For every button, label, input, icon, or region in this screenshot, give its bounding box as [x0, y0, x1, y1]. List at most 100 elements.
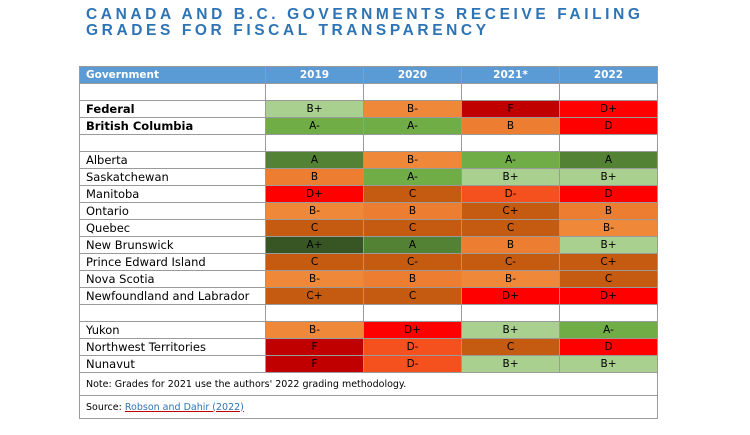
- table-row: Ontario B- B C+ B: [79, 202, 658, 220]
- grade-cell: A+: [265, 236, 364, 254]
- grade-cell: C: [363, 185, 462, 203]
- government-name: Yukon: [79, 321, 266, 339]
- source-label: Source:: [86, 401, 125, 413]
- government-name: Alberta: [79, 151, 266, 169]
- spacer-cell: [559, 134, 658, 152]
- government-name: Manitoba: [79, 185, 266, 203]
- grade-cell: C+: [559, 253, 658, 271]
- government-name: Northwest Territories: [79, 338, 266, 356]
- grade-cell: C-: [461, 253, 560, 271]
- spacer-cell: [79, 83, 266, 101]
- grade-cell: D+: [559, 287, 658, 305]
- spacer-cell: [265, 134, 364, 152]
- government-name: Nova Scotia: [79, 270, 266, 288]
- grade-cell: D+: [265, 185, 364, 203]
- table-header-row: Government 2019 2020 2021* 2022: [79, 66, 658, 84]
- grade-cell: B: [461, 117, 560, 135]
- grade-cell: A: [265, 151, 364, 169]
- grade-cell: A-: [461, 151, 560, 169]
- note-row: Note: Grades for 2021 use the authors' 2…: [79, 372, 658, 396]
- spacer-cell: [363, 134, 462, 152]
- grade-cell: C: [363, 219, 462, 237]
- spacer-cell: [461, 304, 560, 322]
- spacer-row: [79, 134, 658, 152]
- grade-cell: B+: [461, 321, 560, 339]
- table-row: Newfoundland and Labrador C+ C D+ D+: [79, 287, 658, 305]
- table-row: British Columbia A- A- B D: [79, 117, 658, 135]
- grade-cell: B+: [559, 355, 658, 373]
- grade-cell: D+: [559, 100, 658, 118]
- grade-cell: B-: [265, 202, 364, 220]
- spacer-cell: [265, 83, 364, 101]
- grade-cell: B+: [559, 168, 658, 186]
- government-name: Saskatchewan: [79, 168, 266, 186]
- table-row: Northwest Territories F D- C D: [79, 338, 658, 356]
- grade-cell: B-: [363, 100, 462, 118]
- government-name: British Columbia: [79, 117, 266, 135]
- spacer-cell: [461, 83, 560, 101]
- government-name: Federal: [79, 100, 266, 118]
- spacer-cell: [559, 83, 658, 101]
- table-row: Yukon B- D+ B+ A-: [79, 321, 658, 339]
- grade-cell: B+: [265, 100, 364, 118]
- grade-cell: D: [559, 338, 658, 356]
- government-name: Prince Edward Island: [79, 253, 266, 271]
- government-name: Ontario: [79, 202, 266, 220]
- grade-cell: B+: [461, 168, 560, 186]
- grade-cell: C-: [363, 253, 462, 271]
- title-line-1: CANADA AND B.C. GOVERNMENTS RECEIVE FAIL…: [86, 6, 644, 23]
- grade-cell: C: [265, 253, 364, 271]
- spacer-row: [79, 304, 658, 322]
- grade-cell: A: [559, 151, 658, 169]
- header-2021: 2021*: [461, 66, 560, 84]
- spacer-cell: [265, 304, 364, 322]
- grade-cell: A: [363, 236, 462, 254]
- grade-cell: B: [265, 168, 364, 186]
- table-row: Federal B+ B- F D+: [79, 100, 658, 118]
- grade-cell: B+: [559, 236, 658, 254]
- title-line-2: GRADES FOR FISCAL TRANSPARENCY: [86, 22, 490, 39]
- grade-cell: D-: [363, 355, 462, 373]
- spacer-cell: [363, 83, 462, 101]
- grades-table: Government 2019 2020 2021* 2022 Federal B…: [79, 66, 658, 419]
- source-cell: Source: Robson and Dahir (2022): [79, 395, 658, 419]
- spacer-cell: [461, 134, 560, 152]
- grade-cell: F: [265, 355, 364, 373]
- grade-cell: C+: [265, 287, 364, 305]
- header-2022: 2022: [559, 66, 658, 84]
- grade-cell: D-: [363, 338, 462, 356]
- source-link[interactable]: Robson and Dahir (2022): [124, 401, 244, 413]
- table-row: Saskatchewan B A- B+ B+: [79, 168, 658, 186]
- grade-cell: D+: [461, 287, 560, 305]
- grade-cell: C: [461, 219, 560, 237]
- note-text: Note: Grades for 2021 use the authors' 2…: [79, 372, 658, 396]
- grade-cell: B-: [265, 321, 364, 339]
- grade-cell: B-: [363, 151, 462, 169]
- header-government: Government: [79, 66, 266, 84]
- government-name: Newfoundland and Labrador: [79, 287, 266, 305]
- grade-cell: F: [265, 338, 364, 356]
- table-row: Quebec C C C B-: [79, 219, 658, 237]
- spacer-cell: [363, 304, 462, 322]
- grade-cell: B-: [559, 219, 658, 237]
- grade-cell: F: [461, 100, 560, 118]
- grades-table-body: Government 2019 2020 2021* 2022 Federal B…: [79, 66, 658, 419]
- table-row: Manitoba D+ C D- D: [79, 185, 658, 203]
- grade-cell: B: [363, 270, 462, 288]
- grade-cell: D+: [363, 321, 462, 339]
- table-row: Nova Scotia B- B B- C: [79, 270, 658, 288]
- table-row: New Brunswick A+ A B B+: [79, 236, 658, 254]
- grade-cell: C+: [461, 202, 560, 220]
- grade-cell: D-: [461, 185, 560, 203]
- government-name: Nunavut: [79, 355, 266, 373]
- header-2020: 2020: [363, 66, 462, 84]
- table-row: Nunavut F D- B+ B+: [79, 355, 658, 373]
- grade-cell: D: [559, 185, 658, 203]
- spacer-cell: [79, 304, 266, 322]
- header-2019: 2019: [265, 66, 364, 84]
- source-row: Source: Robson and Dahir (2022): [79, 395, 658, 419]
- grade-cell: B+: [461, 355, 560, 373]
- grade-cell: A-: [559, 321, 658, 339]
- page-title: CANADA AND B.C. GOVERNMENTS RECEIVE FAIL…: [86, 7, 706, 39]
- grade-cell: D: [559, 117, 658, 135]
